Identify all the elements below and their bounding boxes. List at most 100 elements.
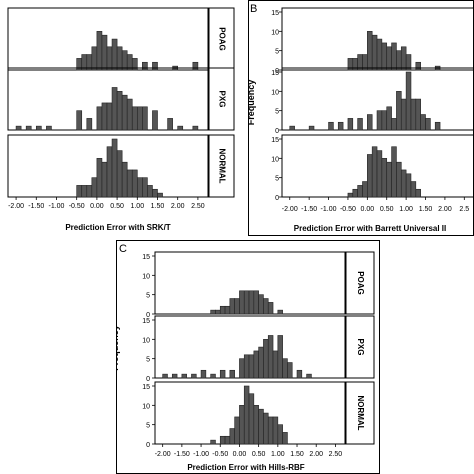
histogram-bar bbox=[116, 46, 123, 71]
facet-label: POAG bbox=[356, 271, 365, 295]
histogram-bar bbox=[400, 169, 407, 198]
x-tick-label: 2.00 bbox=[171, 203, 185, 210]
y-tick-label: 0 bbox=[146, 312, 150, 319]
facet-2: 0 5 10 15 PXG bbox=[142, 315, 375, 383]
histogram-bar bbox=[219, 435, 226, 445]
histogram-bar bbox=[258, 408, 264, 445]
y-tick-label: 5 bbox=[275, 176, 279, 183]
histogram-bar bbox=[234, 298, 240, 315]
panel-1: POAG PXG NORMAL -2.00 -1.50 -1.00 -0.50 0.00 0.5… bbox=[7, 7, 235, 232]
histogram-bar bbox=[306, 373, 312, 379]
facet-label: PXG bbox=[217, 91, 226, 108]
y-tick-label: 0 bbox=[275, 128, 279, 135]
histogram-bar bbox=[308, 125, 315, 131]
histogram-bar bbox=[200, 369, 207, 379]
histogram-bar bbox=[111, 138, 118, 198]
x-tick-label: 2.00 bbox=[438, 206, 452, 213]
facet-label: NORMAL bbox=[356, 395, 365, 430]
histogram-bar bbox=[126, 98, 133, 131]
x-tick-label: 1.50 bbox=[419, 206, 433, 213]
histogram-bar bbox=[219, 369, 226, 379]
histogram-bar bbox=[229, 428, 235, 445]
histogram-bar bbox=[81, 185, 88, 198]
facet-1: 0 5 10 15 bbox=[271, 7, 474, 75]
histogram-bar bbox=[152, 110, 158, 131]
histogram-bar bbox=[239, 405, 245, 445]
facet-label: NORMAL bbox=[217, 148, 226, 183]
y-tick-label: 15 bbox=[271, 137, 279, 144]
histogram-bar bbox=[396, 50, 402, 71]
histogram-bar bbox=[229, 369, 235, 379]
histogram-bar bbox=[296, 369, 303, 379]
facet-2: 0 5 10 15 bbox=[271, 67, 474, 135]
x-tick-label: -0.50 bbox=[212, 451, 228, 458]
histogram-bar bbox=[367, 114, 373, 131]
histogram-bar bbox=[157, 192, 163, 198]
histogram-bar bbox=[131, 169, 138, 198]
histogram-bar bbox=[405, 54, 412, 71]
histogram-bar bbox=[239, 358, 245, 379]
histogram-bar bbox=[400, 98, 407, 131]
facet-strip bbox=[208, 7, 235, 71]
y-tick-label: 0 bbox=[146, 376, 150, 383]
x-tick-label: 1.00 bbox=[130, 203, 144, 210]
x-tick-label: 0.00 bbox=[233, 451, 247, 458]
histogram-bar bbox=[167, 118, 173, 131]
histogram-bar bbox=[91, 46, 98, 71]
facet-2: PXG bbox=[7, 67, 235, 131]
histogram-bar bbox=[381, 110, 388, 131]
histogram-bar bbox=[136, 177, 143, 198]
y-tick-label: 5 bbox=[146, 423, 150, 430]
histogram-bar bbox=[376, 38, 383, 71]
histogram-bar bbox=[405, 71, 412, 131]
facet-1: 0 5 10 15 POAG bbox=[142, 251, 375, 319]
x-axis-label: Prediction Error with Hills-RBF bbox=[187, 463, 304, 472]
histogram-bar bbox=[415, 98, 421, 131]
histogram-bar bbox=[181, 373, 187, 379]
histogram-bar bbox=[277, 335, 283, 379]
histogram-bar bbox=[106, 146, 113, 198]
histogram-bar bbox=[258, 294, 264, 315]
histogram-bar bbox=[396, 91, 402, 131]
histogram-bar bbox=[434, 121, 441, 131]
histogram-bar bbox=[152, 188, 158, 198]
x-tick-label: -1.50 bbox=[28, 203, 44, 210]
x-tick-label: 1.50 bbox=[290, 451, 304, 458]
histogram-bar bbox=[229, 298, 235, 315]
histogram-bar bbox=[371, 34, 378, 71]
histogram-bar bbox=[76, 185, 83, 198]
histogram-bar bbox=[192, 125, 199, 131]
x-axis-label: Prediction Error with Barrett Universal … bbox=[294, 224, 446, 233]
histogram-bar bbox=[282, 432, 288, 445]
x-tick-label: 2.5 bbox=[459, 206, 469, 213]
histogram-bar bbox=[253, 350, 259, 379]
histogram-bar bbox=[101, 102, 108, 131]
histogram-bar bbox=[386, 46, 392, 71]
x-tick-label: 2.00 bbox=[309, 451, 323, 458]
histogram-bar bbox=[35, 125, 42, 131]
histogram-bar bbox=[131, 58, 138, 71]
histogram-bar bbox=[415, 188, 421, 198]
histogram-bar bbox=[121, 50, 128, 71]
x-tick-label: 0.00 bbox=[90, 203, 104, 210]
histogram-bar bbox=[263, 339, 269, 379]
facet-1: POAG bbox=[7, 7, 235, 71]
x-tick-label: 1.50 bbox=[151, 203, 165, 210]
x-tick-label: 1.00 bbox=[271, 451, 285, 458]
facet-label: PXG bbox=[356, 339, 365, 356]
histogram-bar bbox=[420, 114, 426, 131]
histogram-bar bbox=[277, 309, 283, 315]
histogram-bar bbox=[91, 177, 98, 198]
y-tick-label: 10 bbox=[271, 156, 279, 163]
histogram-bar bbox=[267, 335, 274, 379]
histogram-bar bbox=[142, 61, 148, 71]
histogram-bar bbox=[337, 121, 344, 131]
x-tick-label: -2.00 bbox=[155, 451, 171, 458]
histogram-bar bbox=[76, 110, 83, 131]
x-tick-label: -1.00 bbox=[49, 203, 65, 210]
histogram-bar bbox=[367, 154, 373, 198]
facet-label: POAG bbox=[217, 27, 226, 51]
facet-strip bbox=[345, 381, 375, 445]
panel-label: B bbox=[250, 3, 257, 15]
